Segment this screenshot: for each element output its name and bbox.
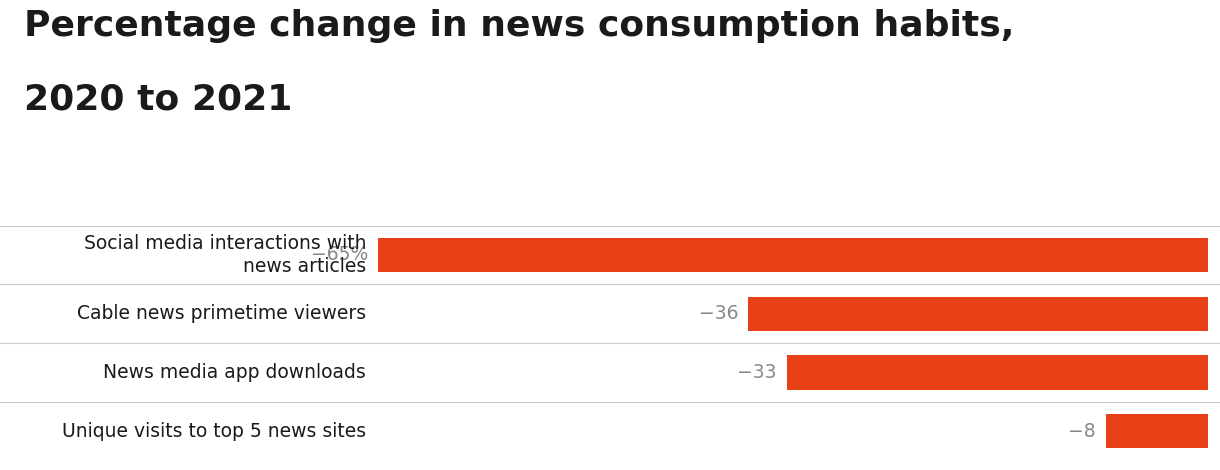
- Bar: [748, 297, 1208, 331]
- Bar: [1105, 414, 1208, 448]
- Bar: [787, 355, 1208, 390]
- Text: 2020 to 2021: 2020 to 2021: [24, 82, 293, 116]
- Text: −33: −33: [737, 363, 776, 382]
- Text: Percentage change in news consumption habits,: Percentage change in news consumption ha…: [24, 9, 1015, 43]
- Text: −8: −8: [1068, 422, 1096, 441]
- Text: News media app downloads: News media app downloads: [104, 363, 366, 382]
- Text: −36: −36: [699, 304, 738, 323]
- Text: Cable news primetime viewers: Cable news primetime viewers: [77, 304, 366, 323]
- Bar: [378, 238, 1208, 272]
- Text: −65%: −65%: [311, 245, 368, 265]
- Text: Social media interactions with
news articles: Social media interactions with news arti…: [83, 234, 366, 276]
- Text: Unique visits to top 5 news sites: Unique visits to top 5 news sites: [62, 422, 366, 441]
